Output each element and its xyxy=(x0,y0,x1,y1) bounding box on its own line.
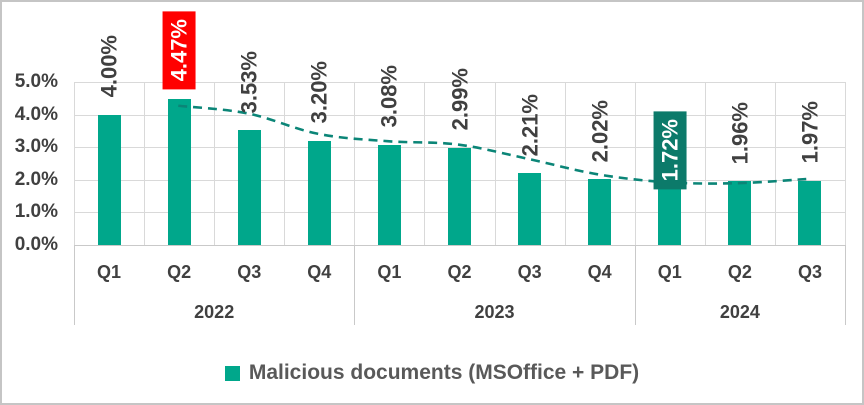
legend-swatch-icon xyxy=(224,365,240,381)
y-tick-label: 0.0% xyxy=(14,234,58,255)
gridline-v xyxy=(354,82,356,245)
year-label: 2024 xyxy=(719,302,760,322)
data-label: 4.00% xyxy=(96,35,122,98)
data-label: 1.96% xyxy=(727,101,753,165)
trendline-path xyxy=(178,104,807,185)
gridline-v xyxy=(634,82,636,245)
gridline-v xyxy=(74,82,75,245)
axis-separator xyxy=(845,245,846,325)
gridline-v xyxy=(144,82,146,245)
gridline-v xyxy=(564,82,566,245)
y-tick-label: 1.0% xyxy=(14,201,58,223)
data-label: 3.53% xyxy=(236,50,262,113)
legend-label: Malicious documents (MSOffice + PDF) xyxy=(248,361,640,384)
x-tick-label: Q2 xyxy=(167,262,192,282)
bar-Q2-1 xyxy=(167,99,191,245)
legend: Malicious documents (MSOffice + PDF) xyxy=(2,358,862,388)
gridline-v xyxy=(774,82,776,245)
x-tick-label: Q3 xyxy=(517,262,542,282)
gridline-v xyxy=(845,82,846,245)
x-tick-label: Q4 xyxy=(307,262,332,282)
data-label: 2.21% xyxy=(517,93,543,156)
data-label: 1.97% xyxy=(797,101,823,164)
x-tick-label: Q4 xyxy=(587,262,612,282)
data-label: 4.47% xyxy=(162,10,196,90)
data-label: 1.72% xyxy=(653,110,687,189)
gridline-v xyxy=(214,82,216,245)
gridline-h xyxy=(74,82,845,83)
axis-separator xyxy=(74,245,75,325)
x-tick-label: Q3 xyxy=(237,262,262,282)
y-tick-label: 3.0% xyxy=(14,136,58,158)
bar-Q2-5 xyxy=(448,147,471,245)
data-label: 3.20% xyxy=(306,61,332,124)
gridline-h xyxy=(74,245,845,246)
bar-Q3-2 xyxy=(237,129,261,245)
bar-Q3-6 xyxy=(518,172,542,245)
x-tick-label: Q2 xyxy=(447,262,472,282)
year-label: 2023 xyxy=(474,302,515,322)
y-tick-label: 4.0% xyxy=(14,103,58,125)
bar-Q1-4 xyxy=(377,144,401,245)
gridline-v xyxy=(704,82,706,245)
axis-separator xyxy=(354,245,356,325)
x-tick-label: Q2 xyxy=(727,262,752,282)
gridline-v xyxy=(284,82,286,245)
bar-Q1-0 xyxy=(97,114,121,245)
y-tick-label: 5.0% xyxy=(14,71,58,92)
gridline-v xyxy=(494,82,496,245)
bar-Q2-9 xyxy=(728,181,752,245)
x-tick-label: Q1 xyxy=(97,262,122,282)
bar-Q3-10 xyxy=(798,180,822,245)
y-tick-label: 2.0% xyxy=(14,168,58,190)
gridline-v xyxy=(424,82,426,245)
data-label: 2.99% xyxy=(446,68,472,131)
data-label: 3.08% xyxy=(376,65,402,128)
bar-Q4-7 xyxy=(588,179,612,245)
data-label: 2.02% xyxy=(587,99,613,163)
bar-Q4-3 xyxy=(307,140,331,245)
axis-separator xyxy=(634,245,636,325)
year-label: 2022 xyxy=(194,302,235,322)
x-tick-label: Q1 xyxy=(377,262,402,282)
x-tick-label: Q3 xyxy=(797,262,822,282)
bar-Q1-8 xyxy=(658,188,682,245)
x-tick-label: Q1 xyxy=(657,262,682,282)
